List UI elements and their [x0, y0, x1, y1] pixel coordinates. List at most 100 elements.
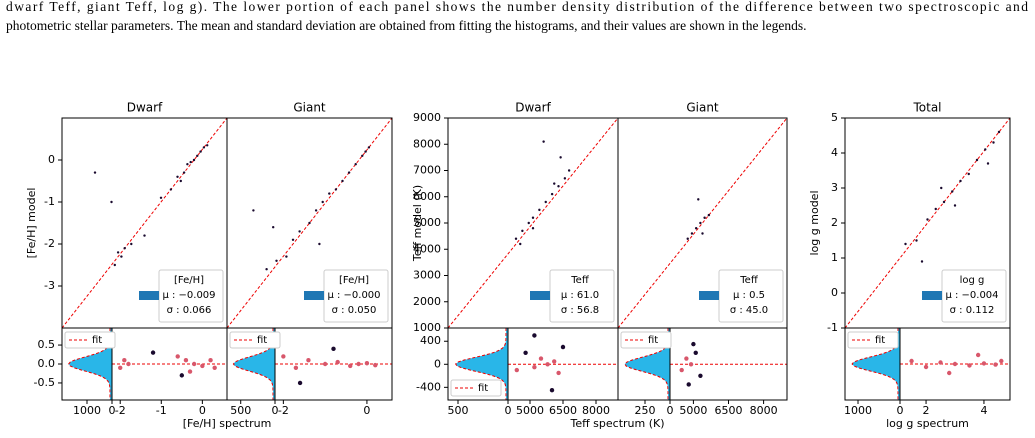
fit-legend-box: [64, 331, 116, 349]
x-tick-label: 1000: [844, 404, 872, 417]
x-axis-label: [Fe/H] spectrum: [183, 417, 272, 430]
x-tick-label: 250: [635, 404, 656, 417]
scatter-point: [984, 148, 987, 151]
residual-point: [335, 359, 340, 365]
scatter-point: [93, 171, 97, 174]
residual-point: [514, 367, 519, 373]
lower-frame: [617, 327, 788, 401]
x-tick-label: 5000: [516, 404, 544, 417]
residual-point: [556, 370, 561, 376]
legend-text: σ : 0.066: [167, 305, 212, 316]
residual-point: [523, 350, 528, 355]
residual-point: [356, 361, 361, 367]
scatter-point: [920, 260, 924, 263]
residual-point: [679, 367, 684, 373]
scatter-point: [169, 188, 173, 191]
residual-point: [952, 361, 958, 367]
scatter-point: [285, 255, 288, 258]
x-tick-label: 500: [448, 404, 469, 417]
fit-legend-text: fit: [875, 335, 885, 346]
x-tick-label: 6500: [715, 404, 743, 417]
fit-legend-box: [229, 331, 281, 349]
histogram: [68, 328, 112, 400]
y-tick-label: 4000: [413, 242, 441, 255]
scatter-point: [940, 186, 943, 190]
residual-point: [698, 373, 703, 379]
residual-point: [549, 388, 555, 393]
y-tick-label: 4: [831, 146, 838, 159]
scatter-point: [527, 221, 530, 225]
scatter-point: [699, 221, 702, 225]
residual-point: [208, 358, 213, 363]
scatter-point: [328, 192, 331, 195]
fit-legend-text: fit: [478, 383, 488, 394]
one-to-one-line: [62, 118, 227, 328]
y-tick-label: -0.5: [34, 376, 55, 389]
panel-title: Total: [912, 101, 941, 115]
y-tick-label: 0: [434, 357, 441, 370]
scatter-point: [364, 150, 367, 153]
scatter-point: [557, 185, 560, 188]
legend-swatch: [304, 291, 324, 300]
x-tick-label: 0: [363, 404, 370, 417]
scatter-point: [959, 179, 962, 183]
y-tick-label: 3: [831, 181, 838, 194]
residual-point: [938, 360, 943, 365]
scatter-point: [143, 234, 146, 237]
residual-point: [691, 341, 696, 347]
fit-legend-box: [847, 331, 899, 349]
residual-point: [538, 356, 544, 361]
x-tick-label: 8000: [750, 404, 778, 417]
fit-legend-box: [620, 331, 672, 349]
scatter-point: [951, 190, 954, 193]
panel-title: Dwarf: [515, 101, 551, 115]
x-tick-label: 0: [897, 404, 904, 417]
y-tick-label: 3000: [413, 269, 441, 282]
x-tick-label: 6500: [549, 404, 577, 417]
scatter-point: [694, 227, 698, 230]
scatter-point: [113, 263, 117, 267]
scatter-point: [997, 130, 1001, 134]
scatter-point: [531, 227, 535, 230]
residual-point: [545, 362, 550, 367]
scatter-point: [318, 242, 321, 246]
panel-title: Giant: [293, 101, 326, 115]
y-tick-label: -2: [44, 237, 55, 250]
scatter-point: [291, 238, 295, 241]
residual-point: [348, 363, 353, 369]
scatter-point: [110, 200, 113, 204]
residual-point: [297, 380, 303, 386]
residual-point: [364, 361, 370, 366]
scatter-point: [703, 216, 706, 219]
scatter-point: [992, 141, 995, 144]
panel-title: Dwarf: [127, 101, 163, 115]
panel-title: Giant: [686, 101, 719, 115]
x-tick-label: 2: [923, 404, 930, 417]
residual-point: [967, 363, 972, 368]
y-tick-label: 0: [831, 286, 838, 299]
scatter-point: [179, 179, 182, 183]
scatter-point: [697, 198, 700, 201]
residual-point: [688, 362, 694, 367]
residual-point: [993, 362, 998, 367]
scatter-point: [202, 146, 206, 149]
residual-point: [150, 350, 156, 355]
residual-point: [179, 373, 185, 378]
lower-frame: [226, 327, 393, 401]
residual-point: [981, 361, 987, 366]
scatter-point: [321, 200, 324, 204]
residual-point: [191, 361, 197, 367]
scatter-point: [192, 158, 196, 162]
scatter-point: [130, 242, 133, 246]
y-tick-label: -400: [416, 380, 441, 393]
residual-point: [560, 344, 566, 350]
residual-point: [532, 364, 537, 370]
residual-point: [331, 346, 336, 352]
scatter-point: [926, 218, 929, 221]
x-tick-label: 0: [272, 404, 279, 417]
scatter-point: [553, 182, 556, 185]
scatter-point: [123, 247, 126, 250]
scatter-point: [550, 192, 554, 196]
scatter-point: [934, 207, 937, 211]
